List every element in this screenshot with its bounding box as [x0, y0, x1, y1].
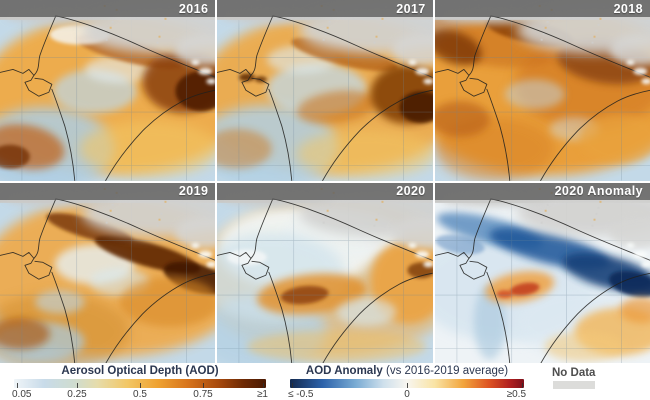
- anomaly-tick-0: ≤ -0.5: [288, 389, 314, 400]
- anomaly-legend-ticks: ≤ -0.5 0 ≥0.5: [288, 389, 526, 400]
- map-panel-2020-anomaly: 2020 Anomaly: [434, 182, 650, 363]
- map-2017: [217, 0, 433, 181]
- no-data-legend: No Data: [552, 367, 595, 389]
- year-label-2018: 2018: [613, 1, 643, 16]
- map-2020: [217, 182, 433, 363]
- maps-grid: 2016 2017: [0, 0, 650, 363]
- map-2020-anomaly: [434, 182, 650, 363]
- anomaly-legend-title: AOD Anomaly (vs 2016-2019 average): [290, 365, 524, 378]
- year-bar-2020-anomaly: 2020 Anomaly: [434, 182, 650, 200]
- map-2019: [0, 182, 216, 363]
- aod-tick-4: ≥1: [256, 389, 268, 400]
- aod-legend: Aerosol Optical Depth (AOD) 0.05 0.25 0.…: [12, 365, 268, 400]
- aod-legend-title: Aerosol Optical Depth (AOD): [61, 365, 219, 377]
- year-label-2019: 2019: [178, 184, 209, 198]
- anomaly-legend-subtitle: (vs 2016-2019 average): [385, 365, 509, 377]
- aod-tick-1: 0.25: [67, 389, 87, 400]
- anomaly-tick-1: 0: [404, 389, 410, 400]
- year-bar-2016: 2016: [0, 0, 216, 17]
- year-bar-2017: 2017: [217, 0, 433, 17]
- map-2016: [0, 0, 216, 181]
- anomaly-legend-title-main: AOD Anomaly: [305, 365, 383, 377]
- year-label-2020: 2020: [396, 184, 426, 198]
- aod-colorbar: [14, 379, 266, 388]
- anomaly-legend: AOD Anomaly (vs 2016-2019 average) ≤ -0.…: [288, 365, 526, 400]
- aod-tick-0: 0.05: [12, 389, 32, 400]
- year-label-2020-anomaly: 2020 Anomaly: [554, 184, 643, 198]
- map-panel-2017: 2017: [217, 0, 433, 181]
- anomaly-tick-2: ≥0.5: [506, 389, 526, 400]
- year-bar-2019: 2019: [0, 182, 216, 200]
- no-data-label: No Data: [552, 367, 596, 379]
- year-bar-2018: 2018: [434, 0, 650, 17]
- year-label-2017: 2017: [396, 1, 426, 16]
- no-data-swatch: [552, 381, 595, 389]
- year-label-2016: 2016: [178, 1, 209, 16]
- map-2018: [434, 0, 650, 181]
- aod-tick-3: 0.75: [193, 389, 213, 400]
- aod-legend-ticks: 0.05 0.25 0.5 0.75 ≥1: [12, 389, 268, 400]
- legend-strip: Aerosol Optical Depth (AOD) 0.05 0.25 0.…: [0, 363, 650, 400]
- map-panel-2019: 2019: [0, 182, 216, 363]
- year-bar-2020: 2020: [217, 182, 433, 200]
- anomaly-colorbar: [290, 379, 524, 388]
- map-panel-2020: 2020: [217, 182, 433, 363]
- map-panel-2016: 2016: [0, 0, 216, 181]
- map-panel-2018: 2018: [434, 0, 650, 181]
- aod-tick-2: 0.5: [133, 389, 147, 400]
